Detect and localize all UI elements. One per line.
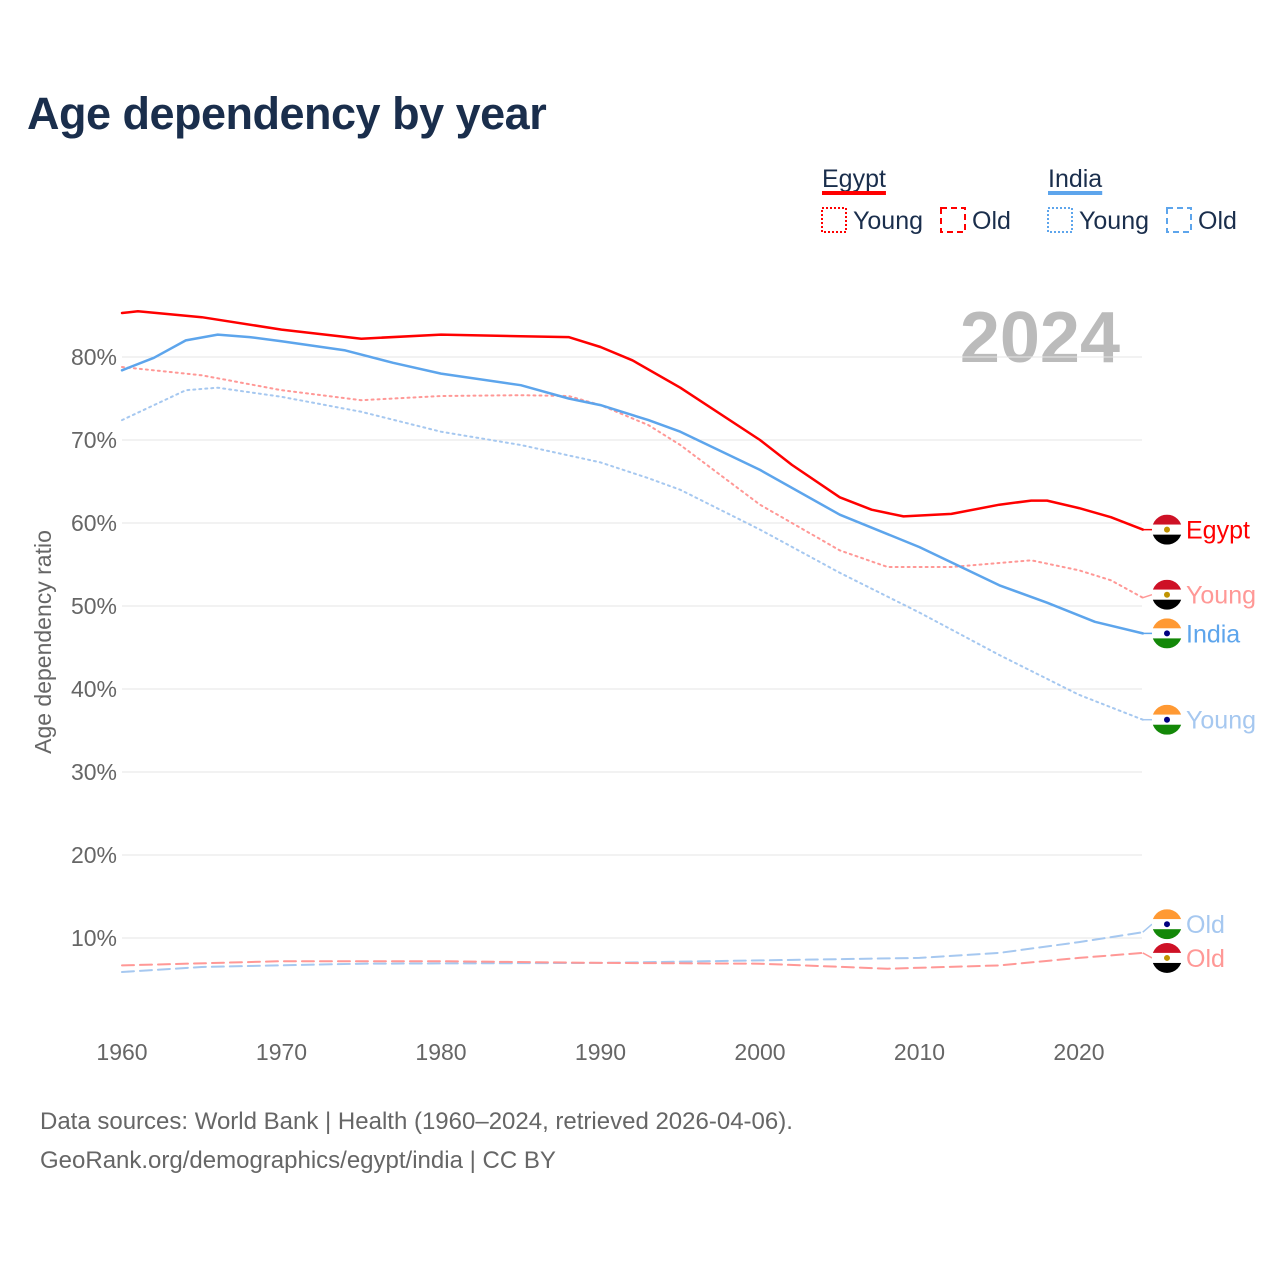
flag-stripe [1152,579,1182,590]
year-watermark: 2024 [960,298,1120,378]
y-tick-label: 60% [71,510,117,536]
legend-swatch-young [1047,207,1073,233]
flag-stripe [1152,534,1182,545]
egypt-flag-icon [1152,579,1182,610]
x-tick-label: 1970 [256,1039,307,1065]
x-tick-label: 2020 [1053,1039,1104,1065]
flag-emblem [1164,630,1170,637]
flag-emblem [1164,716,1170,723]
flag-stripe [1152,724,1182,735]
series-end-label: Egypt [1186,517,1250,545]
series-line-india-young [121,386,1144,721]
flag-stripe [1152,618,1182,629]
series-end-label: Young [1186,707,1256,735]
legend-item-old[interactable]: Old [1198,207,1237,235]
x-tick-label: 2000 [734,1039,785,1065]
flag-emblem [1164,591,1170,598]
flag-emblem [1164,954,1170,961]
x-tick-label: 1960 [96,1039,147,1065]
y-tick-label: 10% [71,925,117,951]
flag-emblem [1164,526,1170,533]
x-tick-label: 1990 [575,1039,626,1065]
series-end-label: Old [1186,911,1225,939]
y-tick-label: 40% [71,676,117,702]
x-tick-label: 2010 [894,1039,945,1065]
x-tick-label: 1980 [415,1039,466,1065]
legend-group-title-egypt[interactable]: Egypt [822,165,886,193]
legend-group-underline [1048,191,1103,195]
legend-group-underline [822,191,886,195]
egypt-flag-icon [1152,514,1182,545]
chart-title: Age dependency by year [27,88,547,139]
series-line-egypt-old [121,951,1144,970]
series-line-india [120,333,1145,635]
egypt-flag-icon [1152,942,1182,973]
y-tick-label: 70% [71,427,117,453]
flag-stripe [1152,638,1182,649]
series-end-label: Old [1186,945,1225,973]
flag-stripe [1152,942,1182,953]
flag-emblem [1164,921,1170,928]
series-line-egypt [120,310,1145,531]
series-line-india-old [121,931,1144,973]
legend-swatch-young [821,207,847,233]
y-tick-label: 80% [71,344,117,370]
india-flag-icon [1152,909,1182,940]
flag-stripe [1152,909,1182,920]
y-tick-label: 50% [71,593,117,619]
india-flag-icon [1152,618,1182,649]
flag-stripe [1152,599,1182,610]
flag-stripe [1152,929,1182,940]
legend-item-young[interactable]: Young [1079,207,1149,235]
legend-item-old[interactable]: Old [972,207,1011,235]
label-connector [1142,593,1153,599]
y-tick-label: 30% [71,759,117,785]
source-link[interactable]: GeoRank.org/demographics/egypt/india | C… [40,1147,556,1174]
legend-item-young[interactable]: Young [853,207,923,235]
legend-group-title-india[interactable]: India [1048,165,1102,193]
y-axis-label: Age dependency ratio [30,530,56,754]
series-line-egypt-young [121,366,1144,599]
y-tick-label: 20% [71,842,117,868]
flag-stripe [1152,514,1182,525]
series-end-label: India [1186,620,1240,648]
india-flag-icon [1152,704,1182,735]
data-source-text: Data sources: World Bank | Health (1960–… [40,1108,793,1135]
label-connector [1142,952,1153,959]
series-end-label: Young [1186,582,1256,610]
label-connector [1142,923,1153,933]
flag-stripe [1152,704,1182,715]
flag-stripe [1152,962,1182,973]
legend-swatch-old [1166,207,1192,233]
legend-swatch-old [940,207,966,233]
